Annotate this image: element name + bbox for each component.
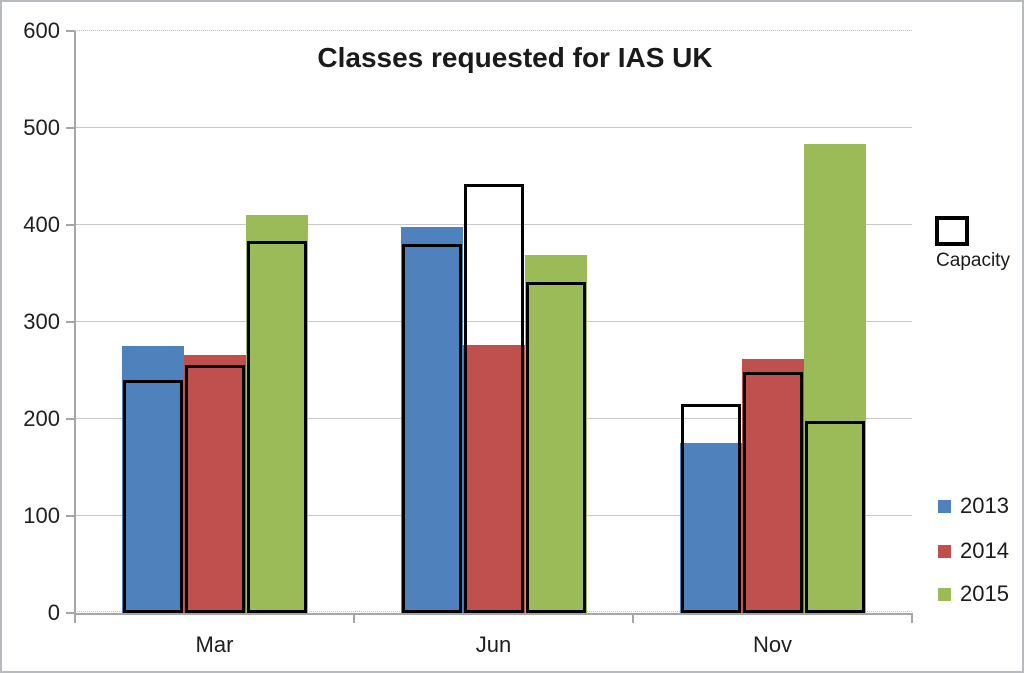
chart-title: Classes requested for IAS UK bbox=[317, 42, 713, 73]
bar-2013-nov bbox=[679, 443, 742, 613]
legend: Capacity 2013 2014 2015 bbox=[922, 206, 1022, 606]
capacity-outline-2014-mar bbox=[184, 364, 245, 613]
y-axis-tick-mark-500 bbox=[66, 127, 75, 129]
legend-label-2015: 2015 bbox=[960, 581, 1009, 606]
bar-2015-mar bbox=[245, 215, 308, 613]
capacity-outline-2013-jun bbox=[401, 244, 462, 613]
x-axis-line bbox=[74, 613, 913, 615]
gridline-600 bbox=[75, 30, 912, 31]
y-axis-tick-label-400: 400 bbox=[23, 212, 60, 237]
bar-2015-nov bbox=[803, 144, 866, 613]
capacity-outline-2013-nov bbox=[680, 404, 741, 613]
x-axis-tick-mark-2 bbox=[632, 614, 634, 623]
bar-2015-jun bbox=[524, 255, 587, 613]
gridline-500 bbox=[75, 127, 912, 128]
bar-2013-mar bbox=[121, 346, 184, 613]
legend-label-2013: 2013 bbox=[960, 493, 1009, 518]
gridline-300 bbox=[75, 321, 912, 322]
capacity-outline-2015-jun bbox=[525, 282, 586, 613]
x-axis-label-jun: Jun bbox=[475, 632, 512, 657]
legend-item-2014: 2014 bbox=[938, 539, 1009, 563]
y-axis-tick-mark-600 bbox=[66, 30, 75, 32]
y-axis-tick-label-500: 500 bbox=[23, 115, 60, 140]
x-axis-tick-mark-3 bbox=[911, 614, 913, 623]
legend-label-2014: 2014 bbox=[960, 538, 1009, 563]
x-axis-label-mar: Mar bbox=[195, 632, 234, 657]
capacity-outline-2014-nov bbox=[742, 372, 803, 613]
y-axis-tick-label-0: 0 bbox=[47, 600, 60, 625]
y-axis-tick-mark-0 bbox=[66, 612, 75, 614]
y-axis-tick-label-600: 600 bbox=[23, 18, 60, 43]
y-axis-tick-label-100: 100 bbox=[23, 503, 60, 528]
y-axis-line bbox=[74, 31, 76, 615]
legend-capacity-label: Capacity bbox=[936, 250, 1010, 271]
y-axis-tick-mark-100 bbox=[66, 515, 75, 517]
bar-2014-nov bbox=[741, 358, 804, 613]
x-axis-tick-mark-1 bbox=[353, 614, 355, 623]
capacity-outline-2013-mar bbox=[122, 380, 183, 613]
legend-item-2013: 2013 bbox=[938, 494, 1009, 518]
y-axis-tick-label-200: 200 bbox=[23, 406, 60, 431]
gridline-400 bbox=[75, 224, 912, 225]
legend-capacity-swatch bbox=[935, 216, 969, 246]
y-axis-tick-mark-300 bbox=[66, 321, 75, 323]
legend-swatch-2014 bbox=[938, 544, 951, 558]
legend-swatch-2015 bbox=[938, 587, 951, 601]
bar-2014-jun bbox=[462, 345, 525, 613]
legend-item-2015: 2015 bbox=[938, 582, 1009, 606]
x-axis-label-nov: Nov bbox=[752, 632, 793, 657]
bar-2014-mar bbox=[183, 354, 246, 613]
y-axis-tick-mark-200 bbox=[66, 418, 75, 420]
legend-swatch-2013 bbox=[938, 499, 951, 513]
capacity-outline-2014-jun bbox=[463, 184, 524, 613]
capacity-outline-2015-mar bbox=[246, 241, 307, 613]
x-axis-tick-mark-0 bbox=[74, 614, 76, 623]
capacity-outline-2015-nov bbox=[804, 420, 865, 613]
bar-2013-jun bbox=[400, 226, 463, 613]
y-axis-tick-label-300: 300 bbox=[23, 309, 60, 334]
y-axis-tick-mark-400 bbox=[66, 224, 75, 226]
